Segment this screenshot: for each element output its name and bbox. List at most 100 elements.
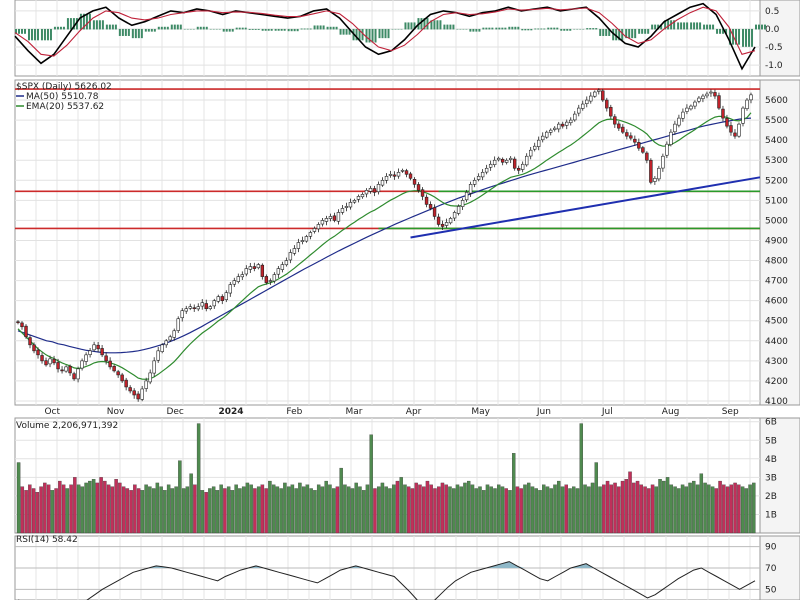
volume-bar <box>151 488 156 534</box>
volume-bar <box>620 480 625 534</box>
macd-histogram-bar <box>127 28 130 36</box>
candle-body <box>669 131 673 145</box>
macd-histogram-bar <box>75 18 78 30</box>
candle-body <box>304 236 309 242</box>
x-axis-label: Mar <box>345 407 362 417</box>
macd-histogram-bar <box>667 20 670 30</box>
volume-bar <box>35 492 40 534</box>
candle-body <box>693 101 697 107</box>
x-axis-label: Jun <box>536 407 551 417</box>
macd-histogram-bar <box>397 28 400 30</box>
candle-body <box>96 344 100 350</box>
volume-bar <box>602 484 606 534</box>
candle-body <box>48 358 52 365</box>
volume-bar <box>575 488 580 534</box>
ema20-line <box>17 112 752 380</box>
macd-histogram-bar <box>654 24 657 30</box>
candle-body <box>496 157 501 161</box>
macd-histogram-bar <box>283 28 286 31</box>
volume-bar <box>320 486 325 534</box>
macd-line-0 <box>14 2 756 71</box>
candle-body <box>388 173 393 176</box>
volume-bar <box>253 488 257 534</box>
candle-body <box>520 163 525 170</box>
candle-body <box>392 174 397 177</box>
rsi-panel: 90 70 50 RSI(14) 58.42 <box>14 535 800 600</box>
macd-histogram-bar <box>599 28 602 36</box>
x-axis-label: Dec <box>166 407 183 417</box>
candle-body <box>32 344 36 352</box>
volume-bar <box>489 486 493 534</box>
macd-histogram-bar <box>563 28 566 31</box>
price-tick-label: 4200 <box>765 377 788 387</box>
macd-histogram-bar <box>651 24 654 30</box>
candle-body <box>112 365 116 372</box>
volume-bar <box>129 490 133 534</box>
candle-body <box>124 379 128 388</box>
ma50-line <box>17 117 752 354</box>
macd-histogram-bar <box>644 28 647 34</box>
rsi-tick-label: 90 <box>765 543 777 553</box>
volume-bar <box>136 488 141 534</box>
macd-histogram-bar <box>521 28 524 31</box>
macd-histogram-bar <box>579 28 582 30</box>
volume-bar <box>178 460 182 534</box>
macd-histogram-bar <box>199 26 202 30</box>
macd-histogram-bar <box>82 13 85 30</box>
macd-histogram-bar <box>504 27 507 30</box>
volume-tick-label: 1B <box>765 510 777 520</box>
macd-histogram-bar <box>465 28 468 30</box>
price-tick-label: 5500 <box>765 116 788 126</box>
volume-bar <box>463 482 467 534</box>
candle-body <box>268 280 273 282</box>
volume-bar <box>384 486 388 534</box>
volume-bar <box>249 484 253 534</box>
volume-bar <box>748 484 752 534</box>
candle-body <box>452 212 457 219</box>
macd-histogram-bar <box>40 28 43 41</box>
macd-histogram-bar <box>176 24 179 30</box>
candle-body <box>344 206 349 208</box>
macd-histogram-bar <box>49 28 52 41</box>
x-axis-label: Jul <box>601 407 613 417</box>
volume-bar <box>557 480 561 534</box>
macd-histogram-bar <box>391 28 394 30</box>
volume-bar <box>238 488 242 534</box>
volume-bar <box>436 486 441 534</box>
candle-body <box>116 371 120 376</box>
candle-body <box>44 360 48 366</box>
macd-histogram-bar <box>121 28 124 36</box>
candle-body <box>156 350 160 361</box>
macd-histogram-bar <box>413 22 416 30</box>
volume-bar <box>699 473 704 534</box>
macd-histogram-bar <box>62 26 65 30</box>
candle-body <box>152 360 156 374</box>
candle-body <box>372 188 377 193</box>
volume-bar <box>361 490 366 534</box>
volume-bar <box>605 480 610 534</box>
candle-body <box>617 123 621 129</box>
macd-histogram-bar <box>602 28 605 36</box>
macd-histogram-bar <box>131 28 134 39</box>
candle-body <box>424 196 429 205</box>
volume-bar <box>50 490 55 534</box>
macd-histogram-bar <box>592 28 595 30</box>
macd-histogram-bar <box>137 28 140 39</box>
volume-bar <box>305 484 310 534</box>
volume-bar <box>309 488 313 534</box>
macd-histogram-bar <box>443 24 446 30</box>
volume-bar <box>271 484 276 534</box>
candle-body <box>585 99 589 104</box>
macd-histogram-bar <box>163 26 166 30</box>
macd-histogram-bar <box>296 28 299 32</box>
volume-bar <box>587 486 591 534</box>
candle-body <box>601 90 605 101</box>
volume-bar <box>673 486 677 534</box>
price-tick-label: 5300 <box>765 156 788 166</box>
volume-bar <box>283 482 287 534</box>
rsi-tick-label: 70 <box>765 564 777 574</box>
macd-histogram-bar <box>202 26 205 30</box>
candle-body <box>276 268 281 275</box>
candle-body <box>561 123 565 127</box>
macd-histogram-bar <box>378 28 381 39</box>
